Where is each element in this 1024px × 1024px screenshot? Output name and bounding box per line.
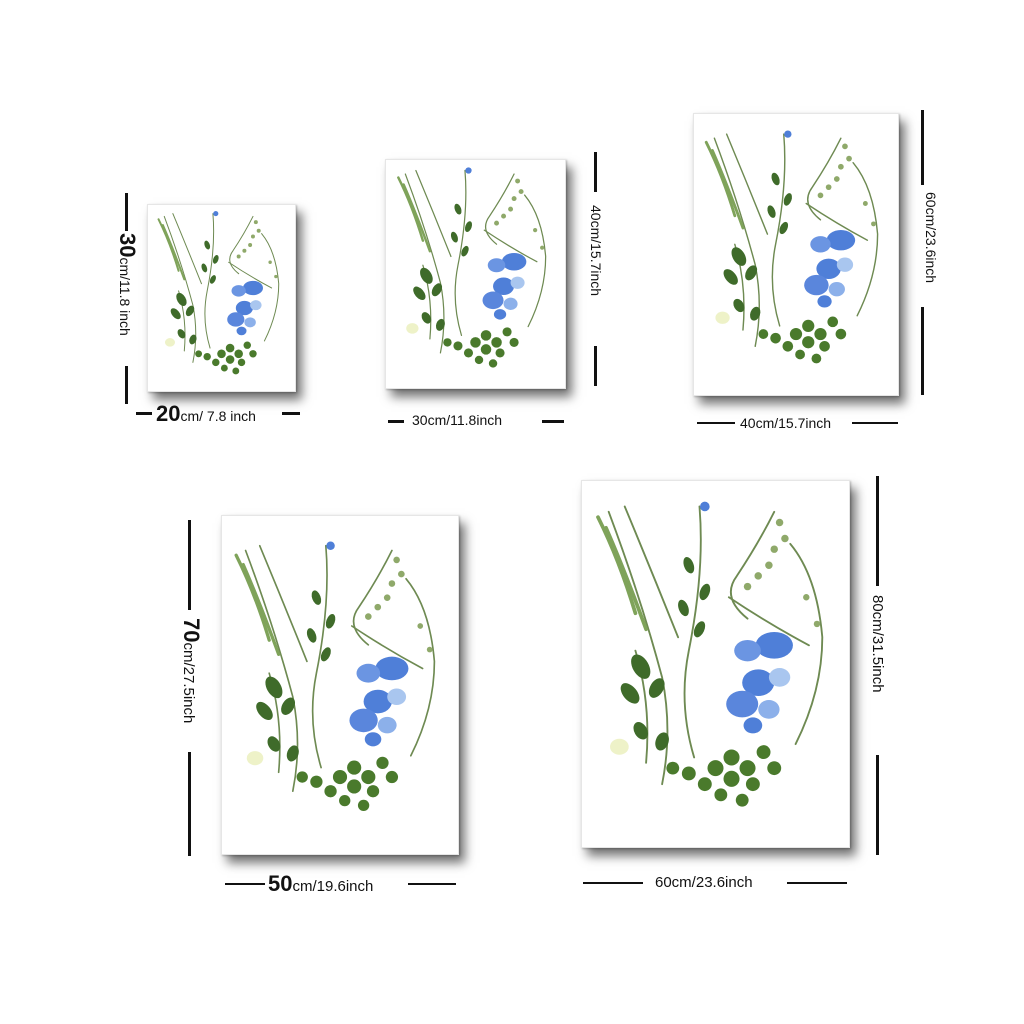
height-label-50x70: 70cm/27.5inch [179,618,204,724]
print-30x40[interactable] [385,159,566,389]
width-label-40x60: 40cm/15.7inch [740,415,832,431]
height-label-40x60: 60cm/23.6inch [923,192,939,284]
width-rule-right [787,882,847,884]
width-rule-right [408,883,456,885]
print-60x80[interactable] [581,480,850,848]
height-rule-top [125,193,128,231]
pressed-botanical-torso-icon [704,129,880,365]
width-rule-left [697,422,735,424]
width-rule-right [282,412,300,415]
height-rule-bottom [125,366,128,404]
height-rule-bottom [594,346,597,386]
height-rule-bottom [188,752,191,856]
print-50x70[interactable] [221,515,459,855]
width-label-60x80: 60cm/23.6inch [655,874,753,891]
pressed-botanical-torso-icon [397,166,547,369]
pressed-botanical-torso-icon [596,499,825,809]
height-rule-top [921,110,924,185]
width-label-20x30: 20cm/ 7.8 inch [156,401,256,426]
width-label-50x70: 50cm/19.6inch [268,871,374,896]
width-rule-right [852,422,898,424]
print-20x30[interactable] [147,204,296,392]
width-rule-left [583,882,643,884]
width-rule-left [388,420,404,423]
width-label-30x40: 30cm/11.8inch [412,412,503,428]
height-label-30x40: 40cm/15.7inch [588,205,604,297]
height-rule-bottom [921,307,924,395]
width-rule-right [542,420,564,423]
pressed-botanical-torso-icon [234,539,437,813]
height-label-20x30: 30cm/11.8 inch [115,233,140,336]
width-rule-left [225,883,265,885]
width-rule-left [136,412,152,415]
height-rule-top [188,520,191,610]
height-rule-top [876,476,879,586]
height-label-60x80: 80cm/31.5inch [869,595,886,693]
height-rule-top [594,152,597,192]
pressed-botanical-torso-icon [157,210,280,376]
height-rule-bottom [876,755,879,855]
print-40x60[interactable] [693,113,899,396]
